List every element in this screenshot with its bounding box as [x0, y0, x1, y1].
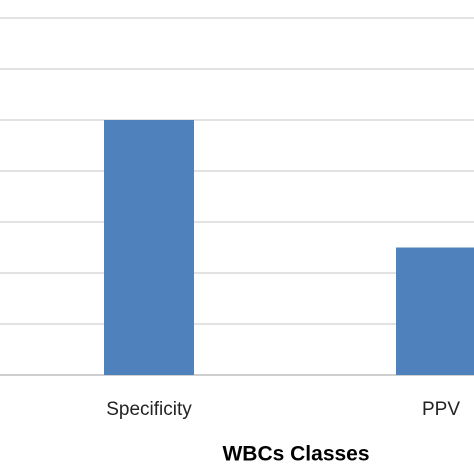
x-tick-label: Specificity — [106, 399, 192, 420]
x-axis-label: WBCs Classes — [222, 443, 369, 466]
x-tick-label: PPV — [422, 399, 460, 420]
bar — [104, 120, 194, 375]
bar — [396, 247, 474, 375]
